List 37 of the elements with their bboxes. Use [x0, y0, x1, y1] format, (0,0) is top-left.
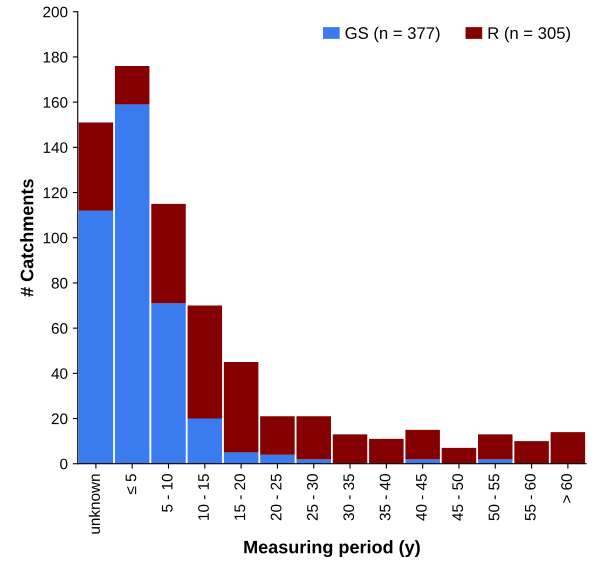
bar	[188, 306, 222, 419]
x-tick-label: 25 - 30	[307, 474, 318, 520]
y-tick-label: 120	[44, 187, 68, 198]
bar	[296, 416, 331, 460]
x-tick-label: 45 - 50	[452, 474, 464, 521]
bar	[78, 210, 114, 464]
x-tick-label: 40 - 45	[416, 474, 427, 521]
y-tick-label: 200	[43, 6, 68, 18]
x-axis-title: Measuring period (y)	[244, 540, 420, 558]
x-tick-label: 20 - 25	[270, 474, 282, 520]
y-axis-title: # Catchments	[20, 179, 34, 297]
x-tick-label: ≤ 5	[126, 474, 136, 494]
bar	[78, 122, 114, 211]
bar	[114, 66, 150, 104]
bar	[114, 104, 150, 464]
bar	[151, 204, 186, 304]
x-tick-label: 30 - 35	[343, 474, 354, 520]
x-tick-label: unknown	[88, 474, 100, 534]
x-tick-label: 5 - 10	[162, 474, 173, 512]
y-tick-label: 40	[51, 368, 68, 380]
y-tick-label: 140	[44, 142, 68, 154]
y-tick-label: 180	[44, 52, 68, 63]
x-tick-label: 55 - 60	[524, 474, 536, 520]
legend-label: R (n = 305)	[488, 26, 570, 42]
x-tick-label: 50 - 55	[488, 474, 500, 520]
y-tick-label: 100	[44, 232, 68, 244]
y-tick-label: 0	[60, 458, 68, 470]
y-tick-label: 160	[44, 97, 68, 108]
y-tick-label: 20	[52, 413, 68, 424]
x-tick-label: > 60	[561, 474, 572, 503]
legend-label: GS (n = 377)	[346, 26, 440, 42]
x-tick-label: 35 - 40	[380, 474, 390, 520]
y-tick-label: 80	[52, 278, 68, 289]
bar	[478, 434, 513, 460]
y-tick-label: 60	[52, 323, 68, 334]
x-tick-label: 10 - 15	[198, 474, 209, 520]
x-tick-label: 15 - 20	[234, 474, 246, 520]
